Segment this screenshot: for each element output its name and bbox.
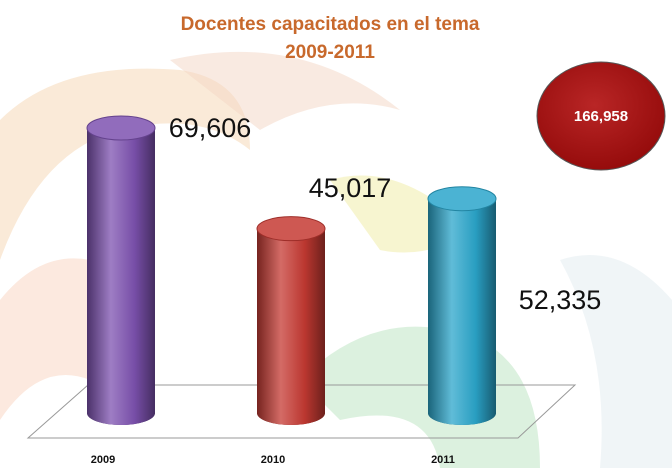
- bar: [427, 186, 497, 425]
- x-tick-label: 2009: [91, 454, 115, 466]
- bar-body: [257, 228, 325, 413]
- total-label: 166,958: [574, 108, 628, 125]
- value-label: 69,606: [169, 113, 252, 143]
- value-label: 52,335: [519, 285, 602, 315]
- bar-bottom-front: [428, 401, 496, 425]
- bar: [256, 216, 326, 425]
- bar-top: [427, 186, 497, 212]
- bar-bottom-front: [257, 401, 325, 425]
- floor: [26, 384, 577, 439]
- x-tick-label: 2010: [261, 454, 285, 466]
- chart-subtitle: 2009-2011: [285, 42, 375, 63]
- total-circle: [536, 61, 666, 171]
- bar-top: [86, 115, 156, 141]
- chart-title: Docentes capacitados en el tema: [181, 14, 480, 35]
- bar-body: [428, 198, 496, 413]
- bar: [86, 115, 156, 425]
- bar-bottom-front: [87, 401, 155, 425]
- x-tick-label: 2011: [431, 454, 455, 466]
- bar-body: [87, 128, 155, 413]
- value-label: 45,017: [309, 173, 392, 203]
- bar-top: [256, 216, 326, 242]
